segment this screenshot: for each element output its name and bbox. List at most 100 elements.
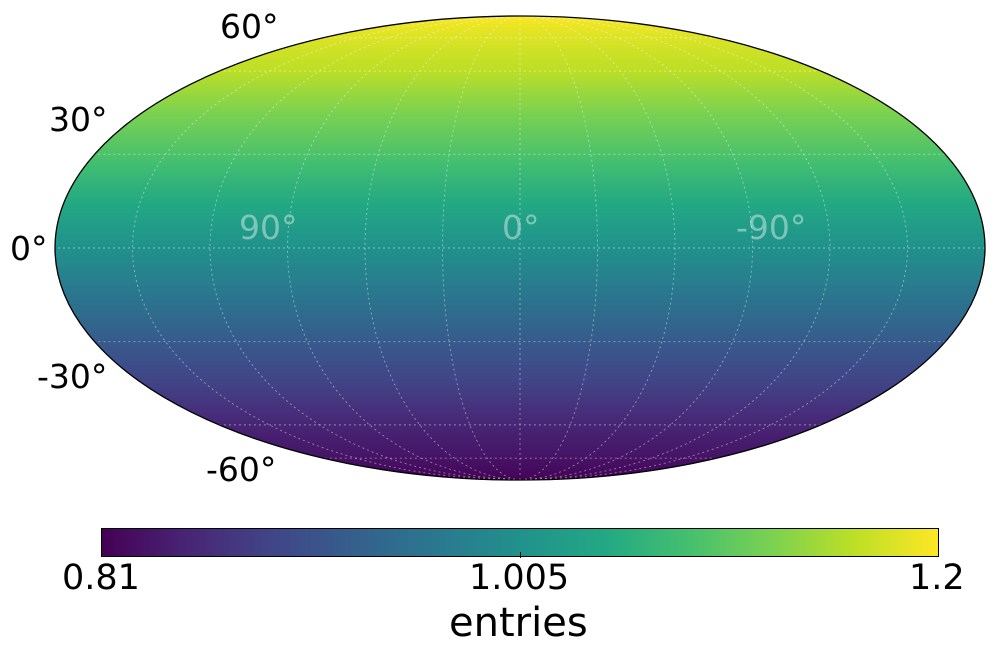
heat-band [55,137,985,141]
heat-band [55,445,985,448]
map-fill [55,16,985,480]
heat-band [55,128,985,131]
heat-band [55,248,985,251]
heat-band [55,45,985,48]
heat-band [55,441,985,445]
heat-band [55,205,985,209]
heat-band [55,122,985,126]
heat-band [55,429,985,433]
grid-meridian [287,16,521,480]
heat-band [55,48,985,52]
heat-band [55,348,985,352]
heat-band [55,174,985,178]
heat-band [55,130,985,133]
heat-band [55,191,985,195]
heat-band [55,317,985,321]
heat-band [55,199,985,203]
heat-band [55,168,985,172]
heat-band [55,267,985,271]
heat-band [55,91,985,95]
heat-band [55,211,985,214]
heat-band [55,195,985,199]
heat-band [55,240,985,243]
heat-band [55,220,985,224]
heat-band [55,182,985,185]
heat-band [55,244,985,247]
lat-label-0: 0° [10,229,48,268]
heat-band [55,379,985,383]
heat-band [55,367,985,371]
heat-band [55,364,985,367]
heat-band [55,346,985,350]
heat-band [55,478,985,480]
heat-band [55,184,985,187]
heat-band [55,458,985,462]
heat-band [55,259,985,263]
heat-band [55,416,985,419]
heat-band [55,99,985,102]
heat-band [55,313,985,317]
heat-band [55,302,985,305]
heat-band [55,398,985,402]
heat-band [55,106,985,110]
heat-band [55,95,985,98]
heat-band [55,393,985,396]
heat-band [55,112,985,116]
map-border [54,15,986,481]
graticule-grid [55,16,985,480]
heat-band [55,335,985,338]
heat-band [55,433,985,437]
heat-band [55,408,985,412]
grid-meridian [519,16,831,480]
heat-band [55,462,985,466]
heat-band [55,224,985,228]
heat-band [55,437,985,441]
heat-band [55,342,985,346]
heat-band [55,360,985,363]
heat-band [55,412,985,416]
heat-band [55,273,985,276]
heat-band [55,362,985,365]
heat-band [55,323,985,327]
heat-band [55,234,985,238]
heat-band [55,85,985,89]
heat-band [55,209,985,213]
heat-band [55,472,985,475]
heat-band [55,164,985,168]
heat-band [55,31,985,35]
heat-band [55,213,985,216]
heat-band [55,269,985,272]
heat-band [55,87,985,91]
heat-band [55,418,985,421]
heat-band [55,35,985,39]
heat-band [55,470,985,474]
heat-band [55,172,985,176]
heat-band [55,176,985,180]
lon-label-90: 90° [239,208,298,247]
heat-band [55,25,985,29]
heat-band [55,197,985,201]
heat-band [55,354,985,358]
heat-band [55,373,985,377]
heat-band [55,162,985,166]
heat-band [55,381,985,385]
heat-band [55,93,985,97]
heat-band [55,406,985,410]
grid-meridian [364,16,521,480]
heat-band [55,396,985,400]
heat-band [55,451,985,454]
latitude-bands [55,16,985,480]
heat-band [55,456,985,460]
heat-band [55,377,985,381]
heat-band [55,77,985,81]
heat-band [55,452,985,456]
heat-band [55,215,985,218]
heat-band [55,298,985,301]
heat-band [55,309,985,313]
heat-band [55,151,985,155]
heat-band [55,340,985,344]
heat-band [55,464,985,468]
heat-band [55,275,985,278]
heat-band [55,333,985,336]
